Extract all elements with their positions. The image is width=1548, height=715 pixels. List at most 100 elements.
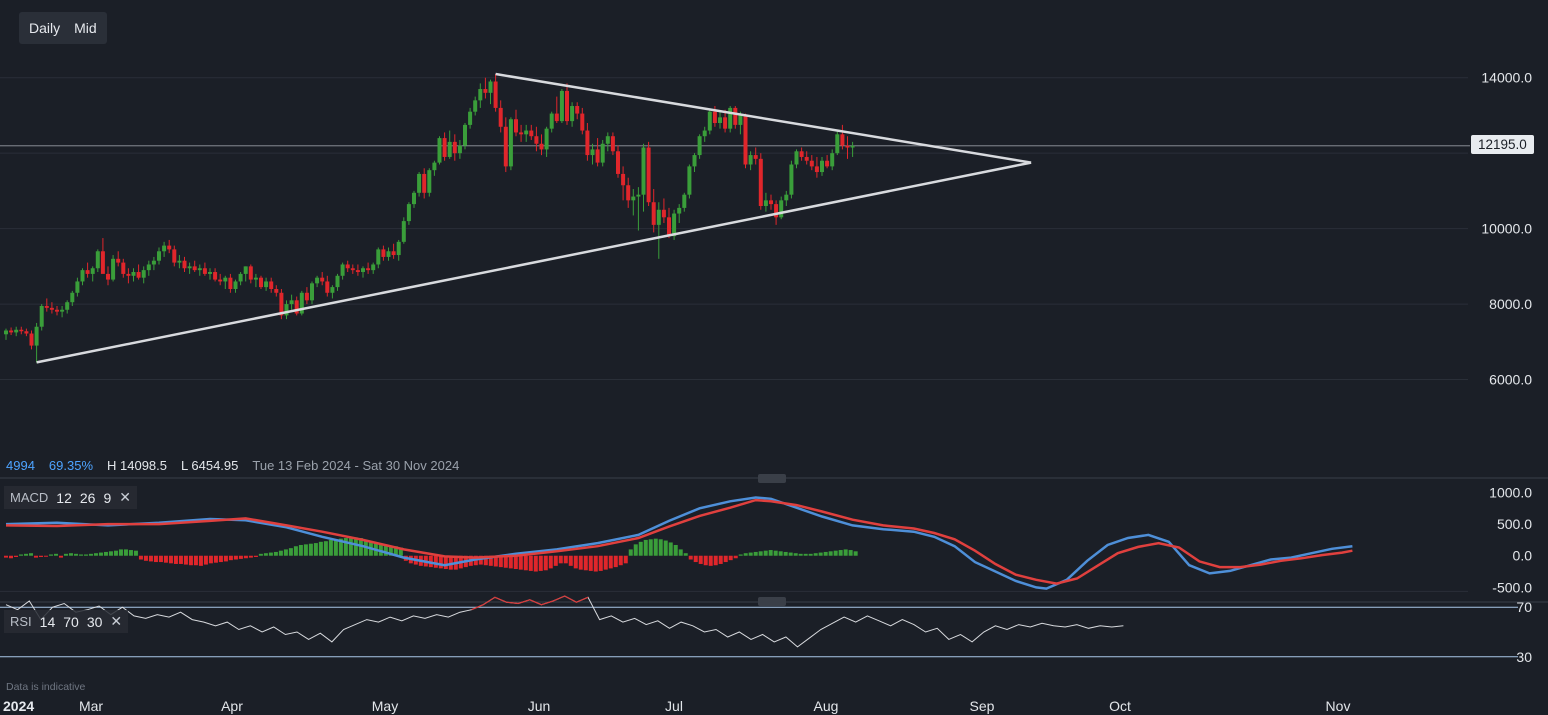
macd-histogram-bar — [628, 549, 633, 556]
candle-body — [565, 90, 569, 122]
macd-histogram-bar — [48, 554, 53, 556]
macd-histogram-bar — [733, 555, 738, 559]
candle-body — [60, 309, 65, 312]
candle-body — [381, 249, 386, 257]
candle-body — [753, 155, 758, 159]
candle-body — [70, 292, 75, 303]
candle-body — [106, 273, 110, 280]
macd-histogram-bar — [668, 542, 673, 556]
y-tick-label: 10000.0 — [1481, 221, 1532, 237]
candle-body — [442, 138, 447, 157]
year-label: 2024 — [3, 698, 35, 714]
candle-body — [248, 266, 253, 280]
candle-body — [641, 147, 646, 195]
candle-body — [590, 149, 595, 156]
candle-body — [763, 200, 768, 206]
macd-histogram-bar — [68, 553, 73, 556]
macd-histogram-bar — [768, 550, 773, 556]
info-percent: 69.35% — [48, 458, 94, 473]
candle-body — [452, 141, 457, 154]
ohlc-info-bar: 4994 69.35% H 14098.5 L 6454.95 Tue 13 F… — [6, 458, 473, 473]
price-type-button[interactable]: Mid — [74, 20, 97, 36]
macd-histogram-bar — [178, 555, 183, 564]
macd-histogram-bar — [148, 555, 153, 562]
macd-histogram-bar — [758, 551, 763, 556]
close-icon[interactable]: ✕ — [119, 489, 131, 505]
candle-body — [743, 115, 748, 165]
timeframe-button[interactable]: Daily — [29, 20, 61, 36]
candle-body — [366, 268, 371, 271]
x-month-label: Mar — [79, 698, 103, 714]
candle-body — [723, 117, 728, 129]
candle-body — [610, 136, 615, 152]
macd-histogram-bar — [278, 550, 283, 556]
candle-body — [167, 245, 172, 250]
macd-histogram-bar — [703, 555, 708, 566]
candle-body — [151, 260, 156, 265]
candle-body — [707, 111, 712, 131]
rsi-legend[interactable]: RSI 14 70 30 ✕ — [4, 610, 129, 633]
macd-y-tick-label: 0.0 — [1513, 548, 1533, 564]
candle-body — [340, 264, 345, 276]
candle-body — [218, 279, 223, 282]
candle-body — [483, 89, 488, 93]
candle-body — [238, 273, 243, 282]
macd-histogram-bar — [793, 553, 798, 556]
candle-body — [111, 258, 116, 280]
pane-resize-handle-rsi[interactable] — [758, 597, 786, 606]
x-month-label: Apr — [221, 698, 243, 714]
macd-histogram-bar — [393, 546, 398, 556]
candle-body — [197, 268, 202, 271]
trendline — [36, 161, 1032, 364]
macd-histogram-bar — [43, 555, 48, 557]
candle-body — [412, 192, 416, 205]
macd-histogram-bar — [388, 545, 393, 556]
macd-histogram-bar — [763, 550, 768, 556]
macd-legend[interactable]: MACD 12 26 9 ✕ — [4, 486, 137, 509]
macd-histogram-bar — [538, 555, 543, 571]
candle-body — [835, 134, 840, 154]
macd-histogram-bar — [243, 555, 248, 559]
candle-body — [259, 277, 263, 288]
macd-histogram-bar — [298, 544, 303, 556]
x-month-label: Jul — [665, 698, 683, 714]
candle-body — [677, 207, 682, 214]
candle-body — [559, 90, 564, 122]
close-icon[interactable]: ✕ — [110, 613, 123, 629]
macd-histogram-bar — [673, 544, 678, 556]
macd-histogram-bar — [568, 555, 573, 566]
macd-histogram-bar — [528, 555, 533, 571]
candle-body — [310, 283, 314, 301]
candle-body — [651, 202, 656, 225]
macd-histogram-bar — [328, 539, 333, 556]
macd-histogram-bar — [258, 553, 263, 556]
candle-body — [544, 128, 549, 150]
candle-body — [335, 275, 340, 288]
macd-histogram-bar — [603, 555, 608, 570]
macd-histogram-bar — [13, 555, 18, 557]
candle-body — [289, 300, 294, 305]
macd-histogram-bar — [523, 555, 528, 571]
candle-body — [29, 333, 34, 346]
macd-histogram-bar — [348, 537, 353, 556]
macd-histogram-bar — [848, 550, 853, 556]
candle-body — [202, 268, 207, 274]
candle-body — [320, 277, 325, 282]
macd-histogram-bar — [598, 555, 603, 571]
macd-histogram-bar — [728, 555, 733, 561]
info-value: 4994 — [6, 458, 35, 473]
candle-body — [672, 213, 677, 237]
macd-histogram-bar — [8, 555, 13, 559]
candle-body — [65, 302, 70, 310]
macd-histogram-bar — [618, 555, 623, 566]
macd-histogram-bar — [738, 554, 743, 556]
macd-histogram-bar — [138, 555, 143, 560]
candle-body — [116, 258, 121, 263]
pane-resize-handle-macd[interactable] — [758, 474, 786, 483]
candle-body — [820, 160, 824, 173]
candle-body — [386, 251, 391, 257]
macd-histogram-bar — [113, 550, 118, 556]
candle-body — [524, 130, 529, 135]
candle-body — [162, 245, 167, 252]
